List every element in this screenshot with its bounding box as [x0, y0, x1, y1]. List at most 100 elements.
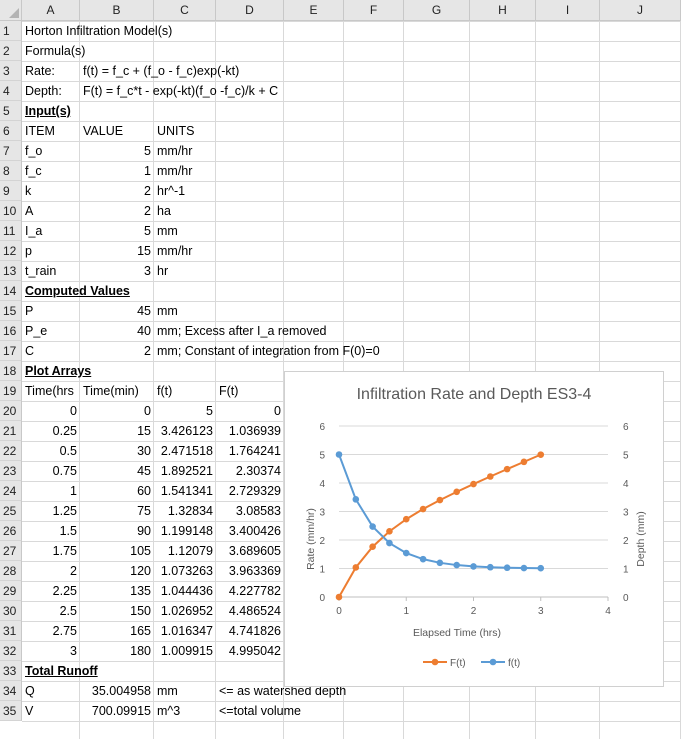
row-header-3[interactable]: 3: [0, 61, 22, 81]
cell-a23[interactable]: 0.75: [52, 464, 77, 478]
cell-d28[interactable]: 3.963369: [228, 564, 281, 578]
row-header-4[interactable]: 4: [0, 81, 22, 101]
cell-c31[interactable]: 1.016347: [160, 624, 213, 638]
column-header-c[interactable]: C: [154, 0, 216, 21]
cell-b15[interactable]: 45: [137, 304, 151, 318]
column-header-i[interactable]: I: [536, 0, 600, 21]
row-header-32[interactable]: 32: [0, 641, 22, 661]
cell-c26[interactable]: 1.199148: [160, 524, 213, 538]
cell-a9[interactable]: k: [25, 184, 32, 198]
cell-b29[interactable]: 135: [130, 584, 151, 598]
column-header-d[interactable]: D: [216, 0, 284, 21]
row-header-25[interactable]: 25: [0, 501, 22, 521]
cell-d34[interactable]: <= as watershed depth: [219, 684, 347, 698]
column-header-f[interactable]: F: [344, 0, 404, 21]
row-header-7[interactable]: 7: [0, 141, 22, 161]
cell-b7[interactable]: 5: [144, 144, 151, 158]
row-header-8[interactable]: 8: [0, 161, 22, 181]
cell-c29[interactable]: 1.044436: [160, 584, 213, 598]
cell-a6[interactable]: ITEM: [25, 124, 55, 138]
cell-a1[interactable]: Horton Infiltration Model(s): [25, 24, 173, 38]
cell-a13[interactable]: t_rain: [25, 264, 57, 278]
cell-d22[interactable]: 1.764241: [228, 444, 281, 458]
cell-a29[interactable]: 2.25: [52, 584, 77, 598]
row-header-21[interactable]: 21: [0, 421, 22, 441]
cell-c6[interactable]: UNITS: [157, 124, 195, 138]
column-header-e[interactable]: E: [284, 0, 344, 21]
cell-b30[interactable]: 150: [130, 604, 151, 618]
cell-a18[interactable]: Plot Arrays: [25, 364, 92, 378]
cell-d21[interactable]: 1.036939: [228, 424, 281, 438]
cell-a26[interactable]: 1.5: [59, 524, 77, 538]
column-header-b[interactable]: B: [80, 0, 154, 21]
cell-a5[interactable]: Input(s): [25, 104, 71, 118]
cell-c8[interactable]: mm/hr: [157, 164, 193, 178]
cell-a33[interactable]: Total Runoff: [25, 664, 98, 678]
cell-c17[interactable]: mm; Constant of integration from F(0)=0: [157, 344, 380, 358]
cell-a28[interactable]: 2: [70, 564, 77, 578]
cell-c32[interactable]: 1.009915: [160, 644, 213, 658]
cell-c20[interactable]: 5: [206, 404, 213, 418]
cell-a12[interactable]: p: [25, 244, 32, 258]
cell-c34[interactable]: mm: [157, 684, 178, 698]
cell-b31[interactable]: 165: [130, 624, 151, 638]
row-header-24[interactable]: 24: [0, 481, 22, 501]
row-header-28[interactable]: 28: [0, 561, 22, 581]
row-header-18[interactable]: 18: [0, 361, 22, 381]
row-header-30[interactable]: 30: [0, 601, 22, 621]
cell-a16[interactable]: P_e: [25, 324, 48, 338]
row-header-22[interactable]: 22: [0, 441, 22, 461]
cell-b10[interactable]: 2: [144, 204, 151, 218]
cell-a32[interactable]: 3: [70, 644, 77, 658]
cell-a4[interactable]: Depth:: [25, 84, 62, 98]
row-header-6[interactable]: 6: [0, 121, 22, 141]
cell-c7[interactable]: mm/hr: [157, 144, 193, 158]
select-all-corner[interactable]: [0, 0, 22, 21]
cell-b8[interactable]: 1: [144, 164, 151, 178]
row-header-11[interactable]: 11: [0, 221, 22, 241]
cell-d26[interactable]: 3.400426: [228, 524, 281, 538]
row-header-35[interactable]: 35: [0, 701, 22, 721]
cell-c22[interactable]: 2.471518: [160, 444, 213, 458]
row-header-26[interactable]: 26: [0, 521, 22, 541]
cell-a20[interactable]: 0: [70, 404, 77, 418]
row-header-1[interactable]: 1: [0, 21, 22, 41]
cell-b28[interactable]: 120: [130, 564, 151, 578]
column-header-a[interactable]: A: [22, 0, 80, 21]
cell-c24[interactable]: 1.541341: [160, 484, 213, 498]
cell-b32[interactable]: 180: [130, 644, 151, 658]
cell-a15[interactable]: P: [25, 304, 34, 318]
row-header-33[interactable]: 33: [0, 661, 22, 681]
cell-b16[interactable]: 40: [137, 324, 151, 338]
cell-a31[interactable]: 2.75: [52, 624, 77, 638]
cell-b21[interactable]: 15: [137, 424, 151, 438]
cell-c21[interactable]: 3.426123: [160, 424, 213, 438]
cell-b17[interactable]: 2: [144, 344, 151, 358]
cell-c30[interactable]: 1.026952: [160, 604, 213, 618]
cell-b22[interactable]: 30: [137, 444, 151, 458]
cell-b24[interactable]: 60: [137, 484, 151, 498]
row-header-10[interactable]: 10: [0, 201, 22, 221]
row-header-27[interactable]: 27: [0, 541, 22, 561]
cell-d19[interactable]: F(t): [219, 384, 239, 398]
cell-b9[interactable]: 2: [144, 184, 151, 198]
cell-c13[interactable]: hr: [157, 264, 169, 278]
cell-c19[interactable]: f(t): [157, 384, 173, 398]
cell-a14[interactable]: Computed Values: [25, 284, 130, 298]
cell-d23[interactable]: 2.30374: [235, 464, 281, 478]
row-header-2[interactable]: 2: [0, 41, 22, 61]
cell-c28[interactable]: 1.073263: [160, 564, 213, 578]
cell-a10[interactable]: A: [25, 204, 34, 218]
cell-c27[interactable]: 1.12079: [167, 544, 213, 558]
cell-c23[interactable]: 1.892521: [160, 464, 213, 478]
cell-c35[interactable]: m^3: [157, 704, 181, 718]
cell-b11[interactable]: 5: [144, 224, 151, 238]
cell-a17[interactable]: C: [25, 344, 35, 358]
column-header-h[interactable]: H: [470, 0, 536, 21]
cell-a8[interactable]: f_c: [25, 164, 42, 178]
cell-b27[interactable]: 105: [130, 544, 151, 558]
cell-a11[interactable]: I_a: [25, 224, 43, 238]
row-header-29[interactable]: 29: [0, 581, 22, 601]
cell-a27[interactable]: 1.75: [52, 544, 77, 558]
cell-b12[interactable]: 15: [137, 244, 151, 258]
